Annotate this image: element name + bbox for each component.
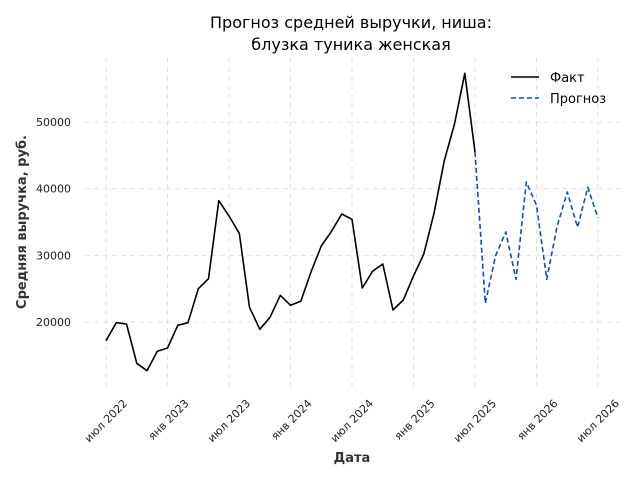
y-tick-label: 30000 — [36, 249, 71, 262]
series-line-forecast — [474, 151, 599, 305]
chart-title-line-1: Прогноз средней выручки, ниша: — [210, 13, 492, 32]
x-axis-label: Дата — [334, 451, 371, 466]
y-axis: 20000 30000 40000 50000 — [36, 116, 71, 329]
x-tick-label: янв 2026 — [515, 397, 561, 443]
x-axis: июл 2022 янв 2023 июл 2023 янв 2024 июл 2024… — [82, 397, 622, 445]
x-tick-label: июл 2022 — [82, 397, 130, 445]
y-tick-label: 20000 — [36, 316, 71, 329]
series-line-fact — [105, 72, 476, 372]
x-tick-label: июл 2025 — [451, 397, 499, 445]
x-tick-label: янв 2024 — [269, 397, 315, 443]
y-tick-label: 50000 — [36, 116, 71, 129]
x-tick-label: июл 2024 — [328, 397, 376, 445]
y-tick-label: 40000 — [36, 183, 71, 196]
y-axis-label: Средняя выручка, руб. — [15, 135, 30, 309]
x-tick-label: июл 2023 — [205, 397, 253, 445]
legend: Факт Прогноз — [511, 71, 606, 107]
x-tick-label: янв 2025 — [392, 397, 438, 443]
chart-title-line-2: блузка туника женская — [251, 35, 450, 54]
legend-label-forecast: Прогноз — [550, 92, 606, 107]
legend-label-fact: Факт — [550, 71, 585, 86]
plot-area — [105, 72, 599, 372]
grid — [85, 58, 622, 388]
x-tick-label: янв 2023 — [146, 397, 192, 443]
x-tick-label: июл 2026 — [574, 397, 622, 445]
